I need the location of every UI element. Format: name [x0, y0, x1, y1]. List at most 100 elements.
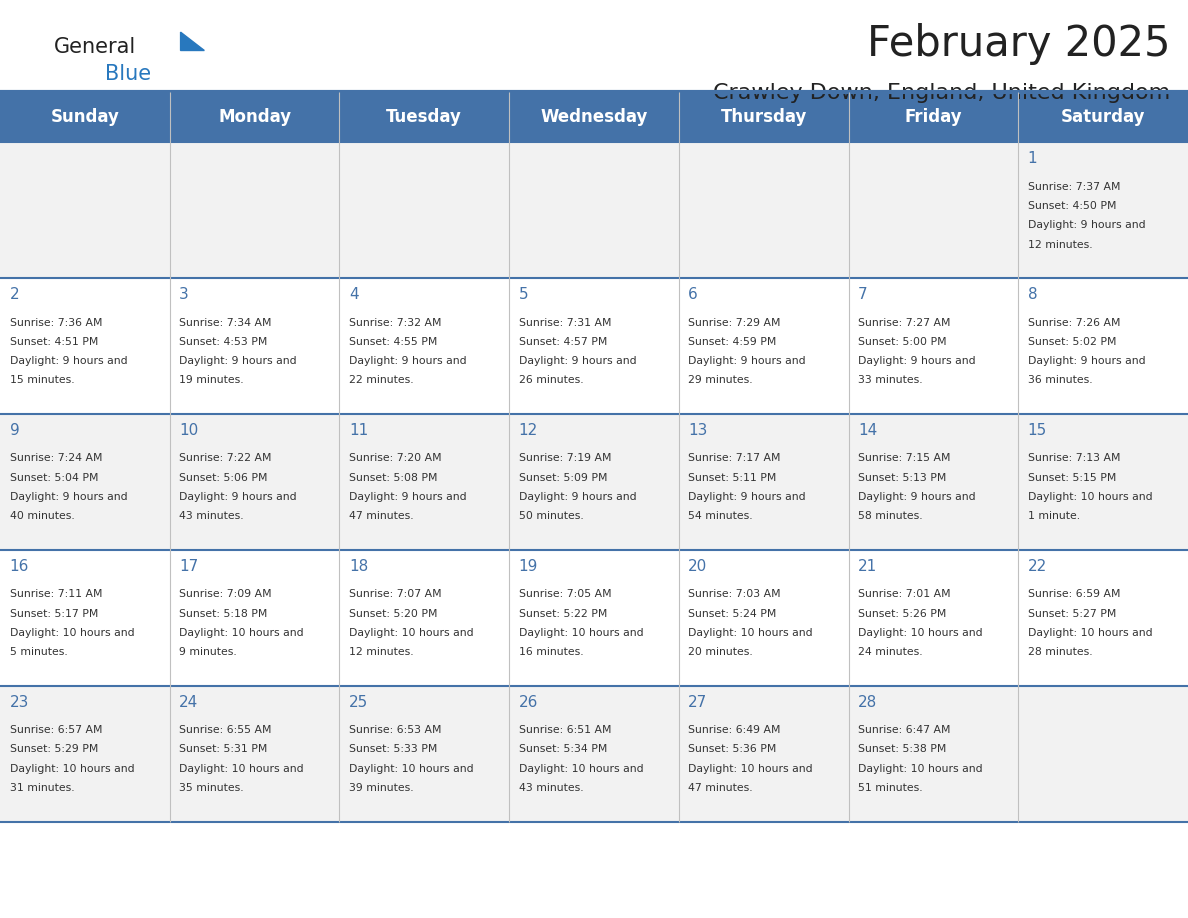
Text: 33 minutes.: 33 minutes. [858, 375, 923, 386]
Text: 9 minutes.: 9 minutes. [179, 647, 236, 657]
Text: Daylight: 10 hours and: Daylight: 10 hours and [688, 628, 813, 638]
Text: Sunrise: 7:17 AM: Sunrise: 7:17 AM [688, 453, 781, 464]
Text: Daylight: 9 hours and: Daylight: 9 hours and [858, 356, 975, 366]
Text: Sunset: 5:33 PM: Sunset: 5:33 PM [349, 744, 437, 755]
Text: Daylight: 10 hours and: Daylight: 10 hours and [519, 764, 643, 774]
Text: 19 minutes.: 19 minutes. [179, 375, 244, 386]
Text: Sunset: 5:20 PM: Sunset: 5:20 PM [349, 609, 437, 619]
Text: 25: 25 [349, 695, 368, 710]
Text: Sunrise: 7:20 AM: Sunrise: 7:20 AM [349, 453, 442, 464]
Text: Sunset: 4:50 PM: Sunset: 4:50 PM [1028, 201, 1117, 211]
Text: 12 minutes.: 12 minutes. [1028, 240, 1093, 250]
Text: 54 minutes.: 54 minutes. [688, 511, 753, 521]
Bar [0, 142, 1188, 278]
Text: Sunday: Sunday [50, 108, 119, 126]
Text: Sunrise: 6:59 AM: Sunrise: 6:59 AM [1028, 589, 1120, 599]
Text: 28: 28 [858, 695, 877, 710]
Bar [0, 92, 1188, 142]
Text: Sunrise: 7:32 AM: Sunrise: 7:32 AM [349, 318, 442, 328]
Text: Sunrise: 7:01 AM: Sunrise: 7:01 AM [858, 589, 950, 599]
Text: Daylight: 10 hours and: Daylight: 10 hours and [179, 764, 304, 774]
Text: 16 minutes.: 16 minutes. [519, 647, 583, 657]
Text: Sunset: 5:00 PM: Sunset: 5:00 PM [858, 337, 947, 347]
Text: Sunset: 5:26 PM: Sunset: 5:26 PM [858, 609, 947, 619]
Bar [0, 414, 1188, 550]
Text: 5 minutes.: 5 minutes. [10, 647, 68, 657]
Text: Sunrise: 7:19 AM: Sunrise: 7:19 AM [519, 453, 611, 464]
Text: Sunrise: 6:57 AM: Sunrise: 6:57 AM [10, 725, 102, 735]
Text: Sunset: 5:31 PM: Sunset: 5:31 PM [179, 744, 267, 755]
Text: 10: 10 [179, 423, 198, 438]
Text: Sunrise: 6:55 AM: Sunrise: 6:55 AM [179, 725, 272, 735]
Text: 50 minutes.: 50 minutes. [519, 511, 583, 521]
Text: Daylight: 9 hours and: Daylight: 9 hours and [688, 492, 805, 502]
Text: Sunset: 4:51 PM: Sunset: 4:51 PM [10, 337, 97, 347]
Text: 16: 16 [10, 559, 29, 574]
Text: Daylight: 9 hours and: Daylight: 9 hours and [349, 356, 467, 366]
Text: Daylight: 9 hours and: Daylight: 9 hours and [688, 356, 805, 366]
Text: 1 minute.: 1 minute. [1028, 511, 1080, 521]
Text: Sunrise: 7:09 AM: Sunrise: 7:09 AM [179, 589, 272, 599]
Text: Daylight: 10 hours and: Daylight: 10 hours and [688, 764, 813, 774]
Text: Sunset: 5:06 PM: Sunset: 5:06 PM [179, 473, 267, 483]
Text: 17: 17 [179, 559, 198, 574]
Text: Sunset: 4:55 PM: Sunset: 4:55 PM [349, 337, 437, 347]
Text: Daylight: 10 hours and: Daylight: 10 hours and [1028, 628, 1152, 638]
Text: Sunset: 4:59 PM: Sunset: 4:59 PM [688, 337, 777, 347]
Text: 39 minutes.: 39 minutes. [349, 783, 413, 793]
Text: Daylight: 9 hours and: Daylight: 9 hours and [349, 492, 467, 502]
Text: Blue: Blue [105, 64, 151, 84]
Text: Wednesday: Wednesday [541, 108, 647, 126]
Text: 1: 1 [1028, 151, 1037, 166]
Text: Sunrise: 7:24 AM: Sunrise: 7:24 AM [10, 453, 102, 464]
Text: Sunset: 5:18 PM: Sunset: 5:18 PM [179, 609, 267, 619]
Text: 12 minutes.: 12 minutes. [349, 647, 413, 657]
Text: 13: 13 [688, 423, 708, 438]
Text: 43 minutes.: 43 minutes. [179, 511, 244, 521]
Text: Daylight: 9 hours and: Daylight: 9 hours and [1028, 220, 1145, 230]
Text: 40 minutes.: 40 minutes. [10, 511, 75, 521]
Text: 20: 20 [688, 559, 708, 574]
Text: 15: 15 [1028, 423, 1047, 438]
Text: Saturday: Saturday [1061, 108, 1145, 126]
Text: Daylight: 10 hours and: Daylight: 10 hours and [858, 764, 982, 774]
Text: Sunrise: 7:15 AM: Sunrise: 7:15 AM [858, 453, 950, 464]
Bar [0, 278, 1188, 414]
Text: Daylight: 10 hours and: Daylight: 10 hours and [179, 628, 304, 638]
Text: Sunrise: 7:37 AM: Sunrise: 7:37 AM [1028, 182, 1120, 192]
Text: Daylight: 9 hours and: Daylight: 9 hours and [858, 492, 975, 502]
Text: Daylight: 10 hours and: Daylight: 10 hours and [10, 764, 134, 774]
Text: Sunset: 5:15 PM: Sunset: 5:15 PM [1028, 473, 1117, 483]
Text: Sunset: 5:08 PM: Sunset: 5:08 PM [349, 473, 437, 483]
Text: Sunrise: 7:31 AM: Sunrise: 7:31 AM [519, 318, 611, 328]
Text: 14: 14 [858, 423, 877, 438]
Text: Friday: Friday [904, 108, 962, 126]
Text: Sunrise: 7:29 AM: Sunrise: 7:29 AM [688, 318, 781, 328]
Text: 28 minutes.: 28 minutes. [1028, 647, 1093, 657]
Text: 22: 22 [1028, 559, 1047, 574]
Polygon shape [181, 32, 204, 50]
Text: Daylight: 10 hours and: Daylight: 10 hours and [519, 628, 643, 638]
Text: 43 minutes.: 43 minutes. [519, 783, 583, 793]
Text: 35 minutes.: 35 minutes. [179, 783, 244, 793]
Text: Sunrise: 6:49 AM: Sunrise: 6:49 AM [688, 725, 781, 735]
Text: Sunset: 5:04 PM: Sunset: 5:04 PM [10, 473, 97, 483]
Text: Sunrise: 7:07 AM: Sunrise: 7:07 AM [349, 589, 442, 599]
Text: Sunset: 5:11 PM: Sunset: 5:11 PM [688, 473, 777, 483]
Text: Daylight: 9 hours and: Daylight: 9 hours and [1028, 356, 1145, 366]
Text: Sunrise: 7:03 AM: Sunrise: 7:03 AM [688, 589, 781, 599]
Bar [0, 686, 1188, 822]
Text: Sunrise: 6:51 AM: Sunrise: 6:51 AM [519, 725, 611, 735]
Text: 36 minutes.: 36 minutes. [1028, 375, 1093, 386]
Text: 8: 8 [1028, 287, 1037, 302]
Text: 11: 11 [349, 423, 368, 438]
Text: 22 minutes.: 22 minutes. [349, 375, 413, 386]
Text: February 2025: February 2025 [867, 23, 1170, 65]
Text: Daylight: 9 hours and: Daylight: 9 hours and [519, 492, 637, 502]
Text: Sunrise: 7:26 AM: Sunrise: 7:26 AM [1028, 318, 1120, 328]
Text: 21: 21 [858, 559, 877, 574]
Text: 2: 2 [10, 287, 19, 302]
Text: Sunrise: 7:27 AM: Sunrise: 7:27 AM [858, 318, 950, 328]
Text: 6: 6 [688, 287, 699, 302]
Text: Sunset: 5:02 PM: Sunset: 5:02 PM [1028, 337, 1117, 347]
